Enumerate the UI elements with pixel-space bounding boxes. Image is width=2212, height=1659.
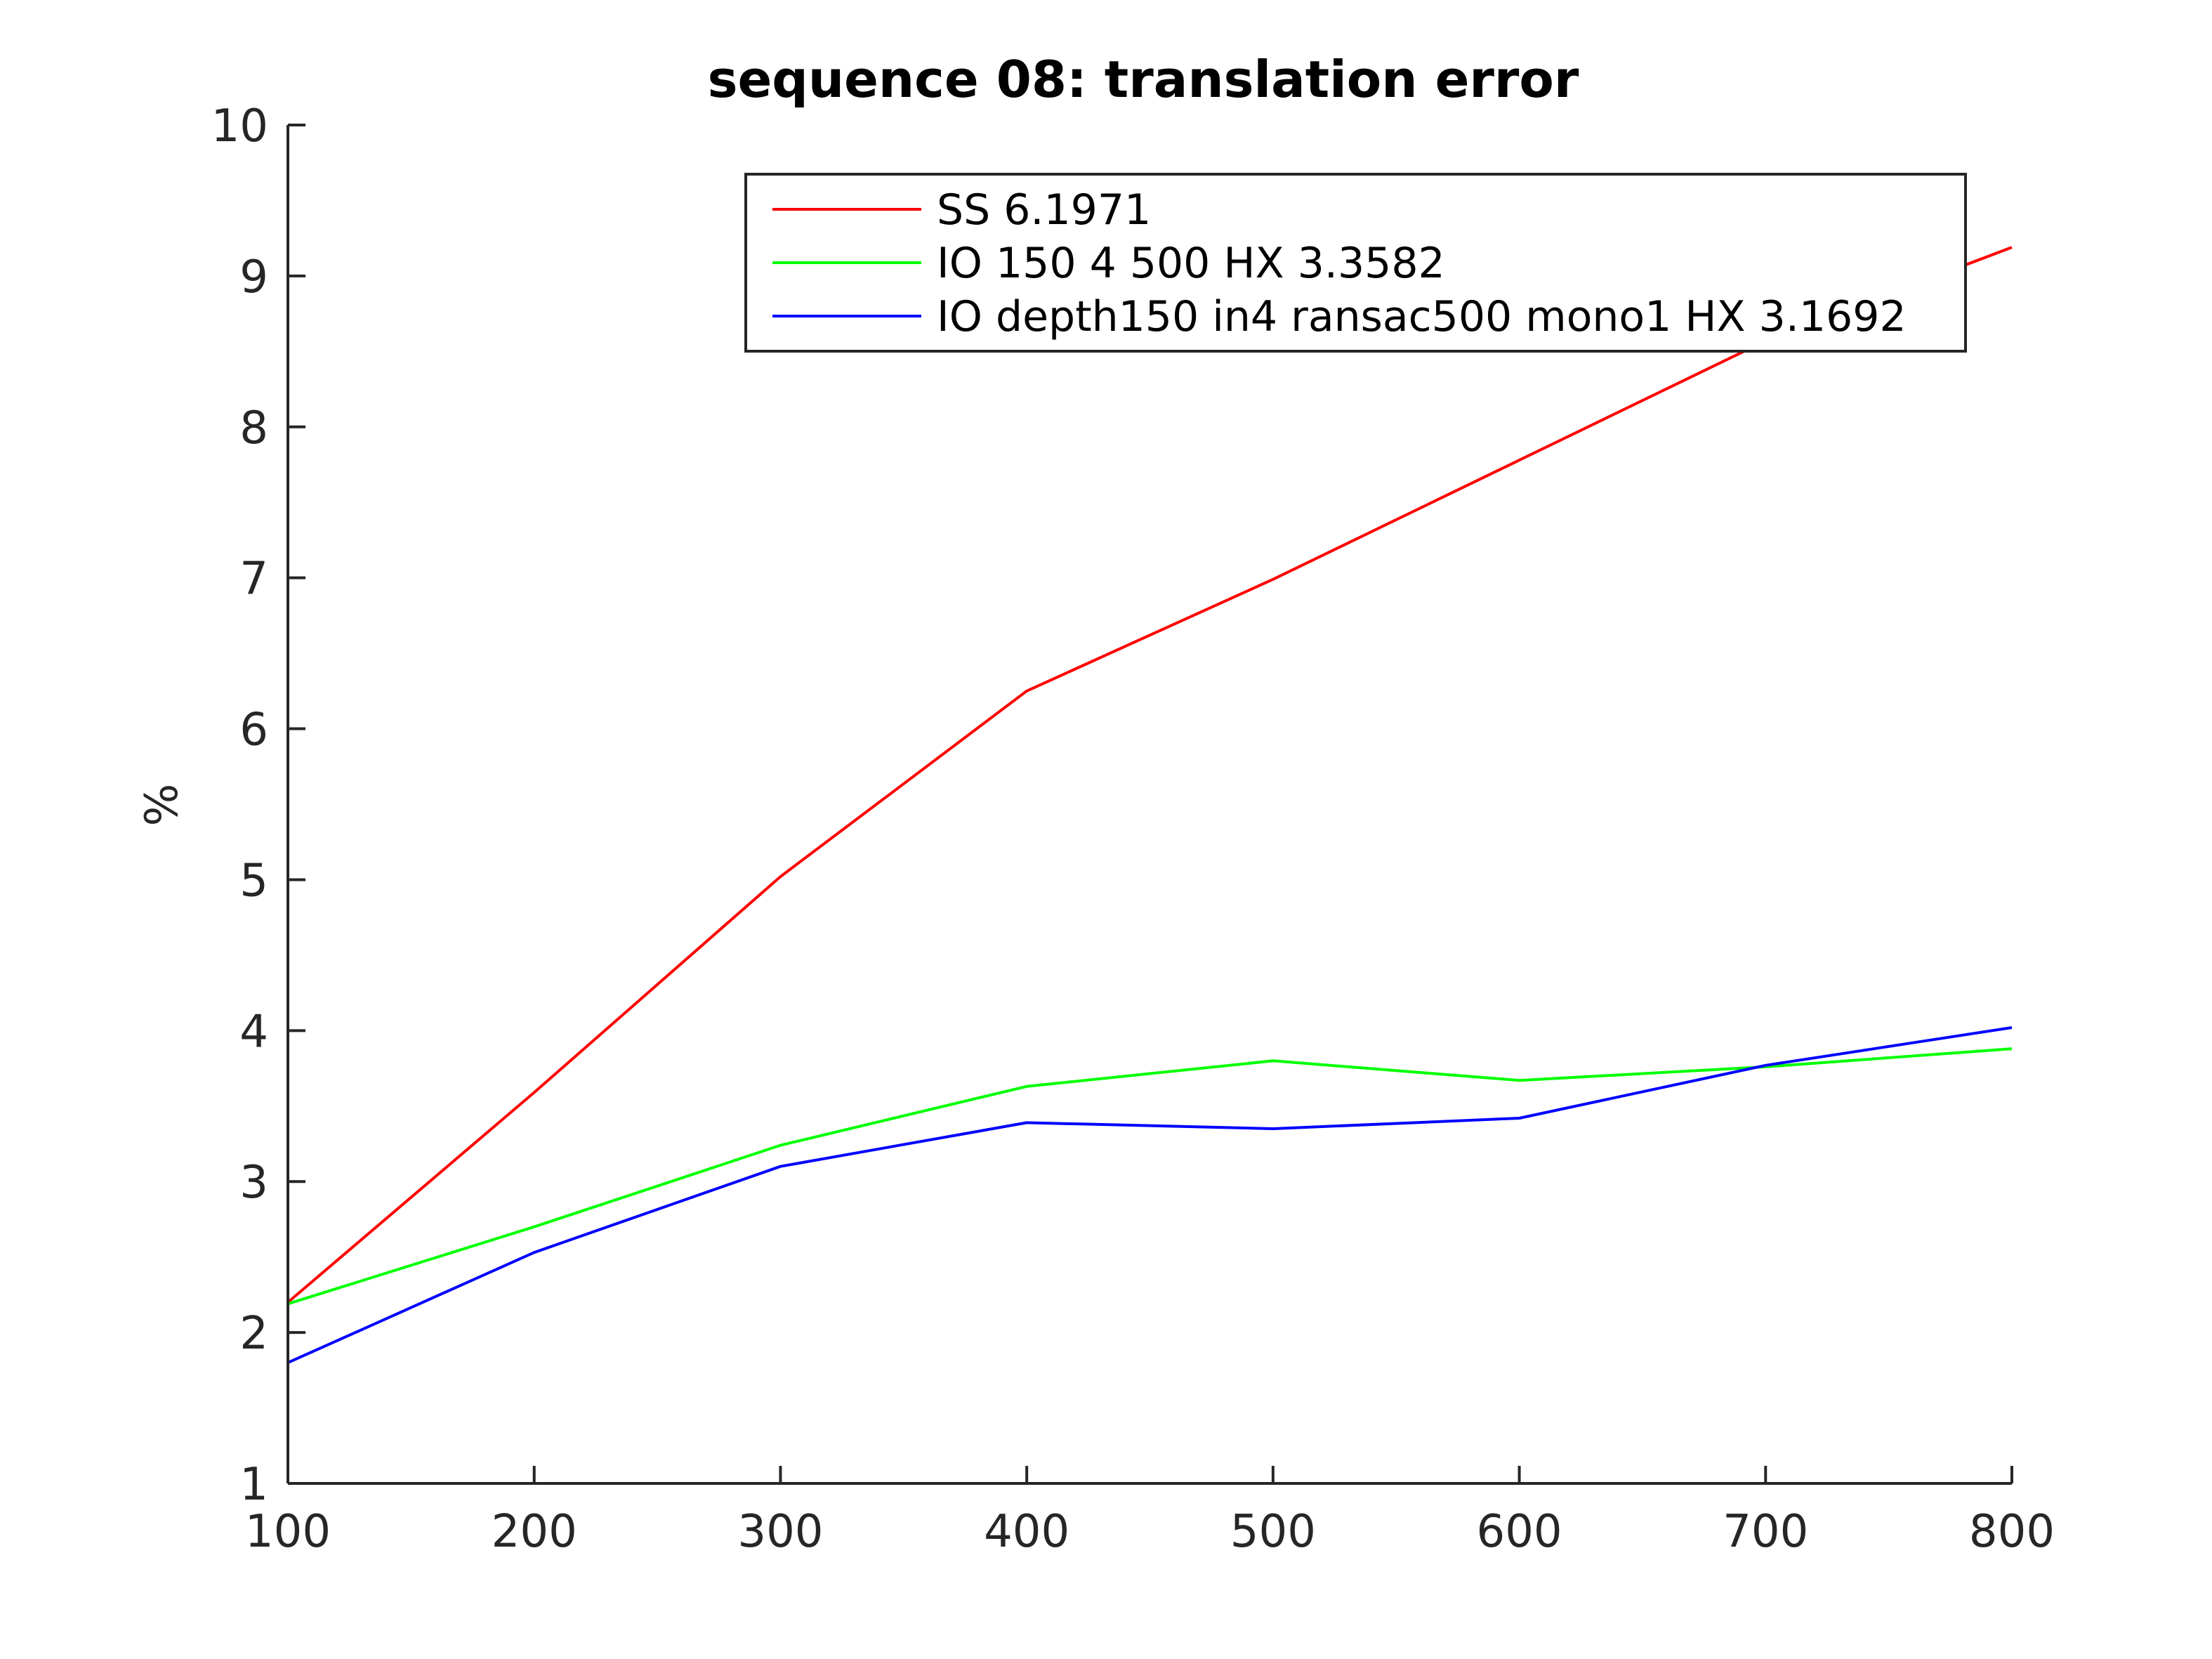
series-line-1 bbox=[287, 246, 2013, 1304]
x-tick-label: 100 bbox=[245, 1506, 331, 1558]
plot-lines bbox=[287, 246, 2013, 1364]
y-tick-label: 5 bbox=[239, 855, 268, 907]
legend-label-1: SS 6.1971 bbox=[937, 185, 1151, 235]
x-tick-label: 200 bbox=[492, 1506, 577, 1558]
y-tick-label: 8 bbox=[239, 402, 268, 454]
x-tick-label: 300 bbox=[737, 1506, 823, 1558]
y-tick-label: 10 bbox=[211, 100, 268, 152]
y-tick-label: 4 bbox=[239, 1006, 268, 1058]
y-tick-label: 9 bbox=[239, 251, 268, 303]
y-tick-label: 6 bbox=[239, 704, 268, 756]
y-tick-label: 7 bbox=[239, 553, 268, 605]
series-line-2 bbox=[287, 1047, 2013, 1306]
chart-title: sequence 08: translation error bbox=[708, 50, 1579, 109]
x-tick-label: 400 bbox=[984, 1506, 1069, 1558]
y-tick-label: 3 bbox=[239, 1157, 268, 1209]
y-tick-label: 1 bbox=[239, 1459, 268, 1511]
legend-box bbox=[744, 173, 1967, 353]
x-tick-label: 800 bbox=[1969, 1506, 2055, 1558]
y-tick-label: 2 bbox=[239, 1308, 268, 1360]
legend-label-3: IO depth150 in4 ransac500 mono1 HX 3.169… bbox=[937, 292, 1907, 341]
axes: 100 200 300 400 500 600 700 800 1 2 3 4 5 6 7 8 9 10 bbox=[211, 100, 2055, 1558]
x-tick-label: 600 bbox=[1476, 1506, 1562, 1558]
legend-label-2: IO 150 4 500 HX 3.3582 bbox=[937, 239, 1445, 288]
x-tick-label: 500 bbox=[1230, 1506, 1316, 1558]
y-axis-label: % bbox=[136, 784, 188, 827]
x-tick-label: 700 bbox=[1723, 1506, 1808, 1558]
series-line-3 bbox=[287, 1026, 2013, 1364]
